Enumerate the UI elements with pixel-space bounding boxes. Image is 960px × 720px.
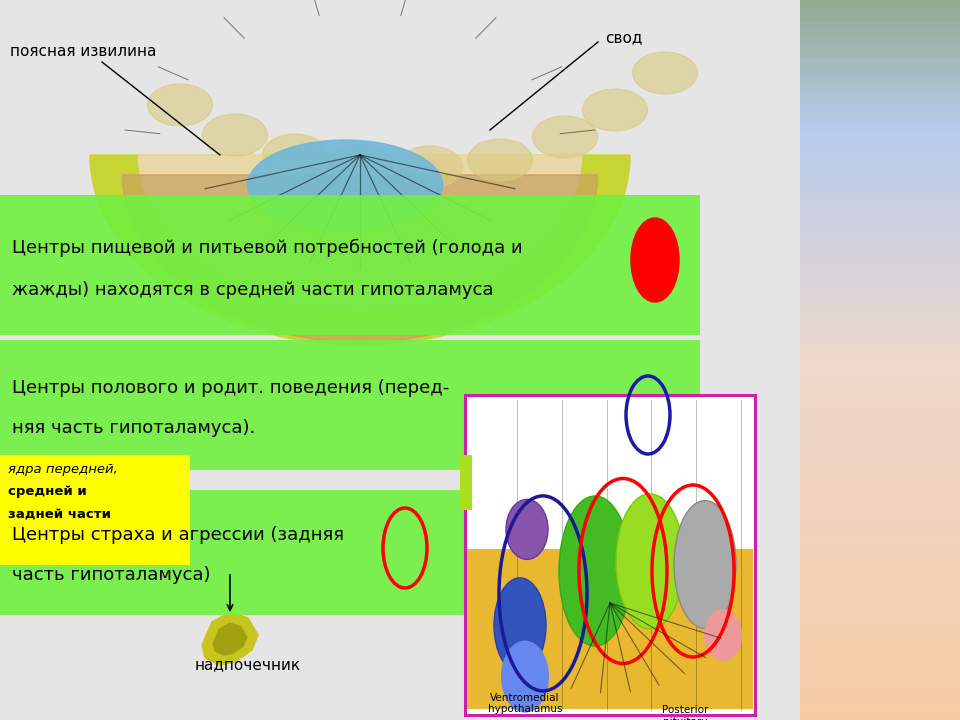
Polygon shape (138, 155, 582, 311)
Text: жажды) находятся в средней части гипоталамуса: жажды) находятся в средней части гипотал… (12, 281, 493, 299)
Ellipse shape (633, 52, 698, 94)
FancyBboxPatch shape (0, 195, 700, 335)
Ellipse shape (583, 89, 647, 131)
Text: ядра передней,: ядра передней, (8, 464, 118, 477)
Ellipse shape (632, 219, 678, 301)
Text: няя часть гипоталамуса).: няя часть гипоталамуса). (12, 419, 255, 437)
Text: средней и: средней и (8, 485, 86, 498)
Polygon shape (90, 155, 630, 345)
Text: надпочечник: надпочечник (195, 657, 301, 672)
Polygon shape (213, 624, 247, 655)
FancyBboxPatch shape (0, 490, 700, 615)
FancyBboxPatch shape (0, 340, 700, 470)
Text: Центры страха и агрессии (задняя: Центры страха и агрессии (задняя (12, 526, 344, 544)
Text: Центры полового и родит. поведения (перед-: Центры полового и родит. поведения (пере… (12, 379, 449, 397)
Text: Ventromedial
hypothalamus: Ventromedial hypothalamus (488, 693, 563, 714)
Ellipse shape (559, 496, 631, 646)
Polygon shape (123, 175, 597, 342)
Text: задней части: задней части (8, 508, 111, 521)
Text: часть гипоталамуса): часть гипоталамуса) (12, 566, 210, 584)
Ellipse shape (501, 641, 549, 713)
Text: свод: свод (605, 30, 642, 45)
Ellipse shape (148, 84, 212, 126)
Ellipse shape (674, 500, 736, 629)
FancyBboxPatch shape (465, 395, 755, 715)
Text: поясная извилина: поясная извилина (10, 45, 156, 60)
Ellipse shape (494, 578, 546, 673)
FancyBboxPatch shape (460, 455, 472, 510)
Ellipse shape (262, 134, 327, 176)
Ellipse shape (327, 144, 393, 186)
Ellipse shape (616, 494, 684, 629)
Text: Центры пищевой и питьевой потребностей (голода и: Центры пищевой и питьевой потребностей (… (12, 239, 522, 257)
Ellipse shape (704, 609, 742, 661)
Ellipse shape (506, 500, 548, 559)
Polygon shape (202, 612, 258, 665)
Ellipse shape (397, 146, 463, 188)
FancyBboxPatch shape (0, 455, 190, 565)
Ellipse shape (248, 140, 443, 230)
Ellipse shape (468, 139, 533, 181)
Text: Posterior
pituitary: Posterior pituitary (661, 706, 708, 720)
FancyBboxPatch shape (467, 549, 753, 708)
Ellipse shape (533, 116, 597, 158)
Ellipse shape (203, 114, 268, 156)
